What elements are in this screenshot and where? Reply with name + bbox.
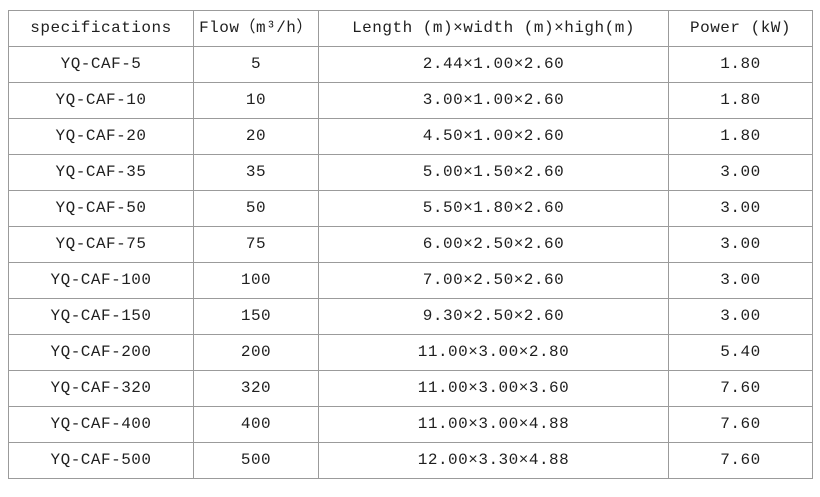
table-cell: 11.00×3.00×3.60	[318, 370, 669, 407]
table-cell: 10	[193, 82, 319, 119]
table-cell: 75	[193, 226, 319, 263]
table-row: YQ-CAF-400 400 11.00×3.00×4.88 7.60	[8, 406, 813, 443]
table-cell: 4.50×1.00×2.60	[318, 118, 669, 155]
table-cell: YQ-CAF-400	[8, 406, 194, 443]
table-cell: 3.00	[668, 226, 813, 263]
table-cell: 3.00	[668, 262, 813, 299]
table-row: YQ-CAF-10 10 3.00×1.00×2.60 1.80	[8, 82, 813, 119]
table-cell: YQ-CAF-10	[8, 82, 194, 119]
table-row: YQ-CAF-75 75 6.00×2.50×2.60 3.00	[8, 226, 813, 263]
table-cell: 7.00×2.50×2.60	[318, 262, 669, 299]
table-cell: 11.00×3.00×2.80	[318, 334, 669, 371]
table-cell: YQ-CAF-75	[8, 226, 194, 263]
table-row: YQ-CAF-20 20 4.50×1.00×2.60 1.80	[8, 118, 813, 155]
column-header: Length (m)×width (m)×high(m)	[318, 10, 669, 47]
table-cell: YQ-CAF-20	[8, 118, 194, 155]
table-cell: 5	[193, 46, 319, 83]
table-cell: YQ-CAF-150	[8, 298, 194, 335]
table-cell: 3.00	[668, 298, 813, 335]
table-cell: 50	[193, 190, 319, 227]
table-row: YQ-CAF-5 5 2.44×1.00×2.60 1.80	[8, 46, 813, 83]
table-cell: 3.00	[668, 154, 813, 191]
table-cell: 1.80	[668, 82, 813, 119]
table-row: YQ-CAF-35 35 5.00×1.50×2.60 3.00	[8, 154, 813, 191]
table-cell: 6.00×2.50×2.60	[318, 226, 669, 263]
table-cell: 1.80	[668, 46, 813, 83]
table-cell: YQ-CAF-320	[8, 370, 194, 407]
table-row: YQ-CAF-100 100 7.00×2.50×2.60 3.00	[8, 262, 813, 299]
column-header: Flow（m³/h）	[193, 10, 319, 47]
table-cell: 5.40	[668, 334, 813, 371]
table-row: YQ-CAF-320 320 11.00×3.00×3.60 7.60	[8, 370, 813, 407]
table-cell: YQ-CAF-50	[8, 190, 194, 227]
table-cell: YQ-CAF-100	[8, 262, 194, 299]
column-header: specifications	[8, 10, 194, 47]
table-cell: YQ-CAF-5	[8, 46, 194, 83]
table-row: YQ-CAF-500 500 12.00×3.30×4.88 7.60	[8, 442, 813, 479]
table-body: YQ-CAF-5 5 2.44×1.00×2.60 1.80 YQ-CAF-10 10 3.…	[8, 46, 813, 479]
table-cell: 1.80	[668, 118, 813, 155]
table-header-row: specifications Flow（m³/h） Length (m)×width…	[8, 10, 813, 47]
table-cell: 11.00×3.00×4.88	[318, 406, 669, 443]
table-row: YQ-CAF-200 200 11.00×3.00×2.80 5.40	[8, 334, 813, 371]
table-row: YQ-CAF-50 50 5.50×1.80×2.60 3.00	[8, 190, 813, 227]
table-cell: 3.00	[668, 190, 813, 227]
table-cell: 12.00×3.30×4.88	[318, 442, 669, 479]
table-cell: 2.44×1.00×2.60	[318, 46, 669, 83]
table-row: YQ-CAF-150 150 9.30×2.50×2.60 3.00	[8, 298, 813, 335]
table-cell: 35	[193, 154, 319, 191]
table-cell: 320	[193, 370, 319, 407]
table-cell: 200	[193, 334, 319, 371]
specifications-table: specifications Flow（m³/h） Length (m)×width…	[8, 10, 813, 479]
table-cell: 100	[193, 262, 319, 299]
table-cell: 500	[193, 442, 319, 479]
table-cell: 5.00×1.50×2.60	[318, 154, 669, 191]
table-cell: 5.50×1.80×2.60	[318, 190, 669, 227]
table-cell: 3.00×1.00×2.60	[318, 82, 669, 119]
table-cell: 7.60	[668, 406, 813, 443]
table-cell: 150	[193, 298, 319, 335]
table-cell: 7.60	[668, 370, 813, 407]
table-cell: 9.30×2.50×2.60	[318, 298, 669, 335]
column-header: Power (kW)	[668, 10, 813, 47]
table-cell: 7.60	[668, 442, 813, 479]
table-cell: 400	[193, 406, 319, 443]
table-cell: YQ-CAF-500	[8, 442, 194, 479]
table-cell: 20	[193, 118, 319, 155]
table-cell: YQ-CAF-35	[8, 154, 194, 191]
table-cell: YQ-CAF-200	[8, 334, 194, 371]
